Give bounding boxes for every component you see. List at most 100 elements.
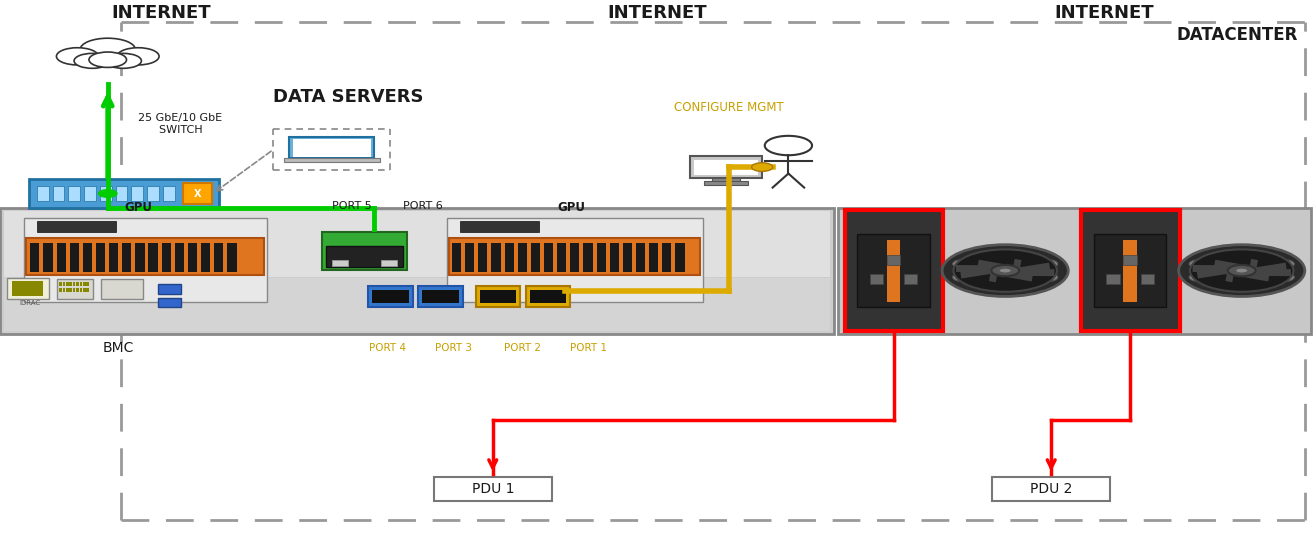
Bar	[148, 243, 158, 272]
Bar	[887, 239, 900, 302]
Bar	[183, 183, 212, 204]
Bar	[418, 286, 463, 307]
Bar	[68, 185, 80, 201]
Bar	[50, 46, 166, 63]
Bar	[80, 282, 83, 286]
Bar	[76, 282, 79, 286]
Bar	[675, 243, 685, 272]
Text: INTERNET: INTERNET	[607, 4, 707, 23]
Bar	[992, 477, 1110, 501]
Bar	[583, 243, 593, 272]
Circle shape	[1235, 268, 1248, 273]
Bar	[289, 137, 374, 158]
Text: PORT 3: PORT 3	[435, 343, 472, 353]
Circle shape	[954, 250, 1056, 292]
Bar	[37, 221, 116, 232]
Bar	[29, 179, 219, 208]
Text: IDRAC: IDRAC	[20, 300, 41, 306]
Bar	[70, 243, 79, 272]
Circle shape	[1273, 260, 1294, 268]
Circle shape	[991, 265, 1020, 277]
Text: X: X	[193, 189, 201, 198]
Circle shape	[1227, 265, 1256, 277]
Bar	[293, 140, 371, 157]
Circle shape	[1037, 273, 1058, 281]
Bar	[460, 221, 539, 232]
Bar	[326, 246, 403, 267]
Circle shape	[57, 48, 99, 65]
Circle shape	[117, 48, 159, 65]
Bar	[188, 243, 197, 272]
Bar	[84, 185, 96, 201]
Bar	[544, 243, 553, 272]
Bar	[845, 210, 943, 331]
Circle shape	[105, 53, 142, 68]
Bar	[53, 185, 64, 201]
Bar	[76, 288, 79, 292]
Bar	[100, 185, 112, 201]
Circle shape	[1179, 245, 1305, 296]
Bar	[175, 243, 184, 272]
Bar	[57, 243, 66, 272]
Text: CONFIGURE MGMT: CONFIGURE MGMT	[674, 101, 784, 114]
Circle shape	[942, 245, 1068, 296]
Bar	[66, 288, 68, 292]
Bar	[83, 288, 85, 292]
Circle shape	[89, 52, 126, 67]
Bar	[101, 279, 143, 299]
Text: 25 GbE/10 GbE
      SWITCH: 25 GbE/10 GbE SWITCH	[138, 113, 222, 135]
Bar	[24, 218, 267, 302]
Bar	[87, 288, 89, 292]
Text: INTERNET: INTERNET	[112, 4, 212, 23]
Bar	[422, 290, 459, 303]
Bar	[870, 274, 883, 284]
Bar	[4, 278, 830, 331]
Text: PORT 5: PORT 5	[332, 201, 372, 211]
Circle shape	[1189, 273, 1210, 281]
Bar	[597, 243, 606, 272]
Bar	[694, 160, 758, 175]
Bar	[4, 211, 830, 277]
Bar	[505, 243, 514, 272]
Text: PORT 2: PORT 2	[505, 343, 541, 353]
Text: DATACENTER: DATACENTER	[1177, 26, 1298, 44]
Bar	[163, 185, 175, 201]
Bar	[712, 178, 740, 182]
Circle shape	[953, 260, 974, 268]
Bar	[530, 290, 566, 303]
Bar	[858, 234, 930, 307]
Bar	[158, 298, 181, 307]
Bar	[449, 238, 700, 275]
Bar	[447, 218, 703, 302]
Bar	[72, 288, 75, 292]
Bar	[332, 260, 348, 266]
Circle shape	[999, 268, 1012, 273]
Bar	[557, 243, 566, 272]
Text: GPU: GPU	[124, 201, 152, 214]
Bar	[131, 185, 143, 201]
Bar	[531, 243, 540, 272]
Bar	[26, 238, 264, 275]
Bar	[37, 185, 49, 201]
Bar	[43, 243, 53, 272]
Bar	[0, 208, 834, 334]
Bar	[636, 243, 645, 272]
Text: PDU 1: PDU 1	[472, 482, 514, 496]
Text: GPU: GPU	[557, 201, 586, 214]
Bar	[7, 278, 49, 299]
Circle shape	[765, 136, 812, 155]
Bar	[1123, 255, 1137, 265]
Bar	[83, 243, 92, 272]
Text: INTERNET: INTERNET	[1054, 4, 1154, 23]
Circle shape	[1190, 250, 1293, 292]
Circle shape	[99, 190, 117, 197]
Circle shape	[953, 273, 974, 281]
Text: BMC: BMC	[102, 341, 134, 355]
Bar	[1123, 239, 1137, 302]
Bar	[332, 260, 348, 266]
Bar	[162, 243, 171, 272]
Bar	[70, 282, 72, 286]
Bar	[478, 243, 487, 272]
Bar	[109, 243, 118, 272]
Bar	[570, 243, 579, 272]
